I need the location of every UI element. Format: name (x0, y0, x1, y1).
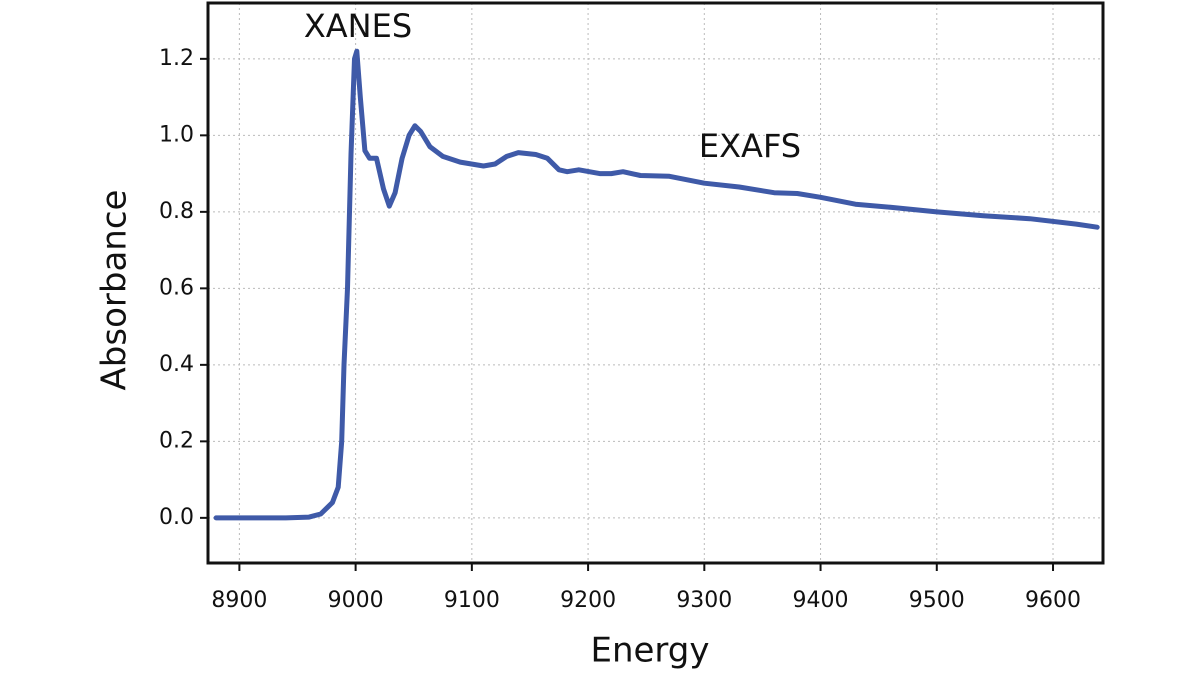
x-axis-label: Energy (590, 631, 709, 671)
y-axis-label: Absorbance (95, 190, 135, 391)
y-tick-label: 0.2 (159, 428, 194, 453)
y-tick-label: 1.0 (159, 122, 194, 147)
y-tick-label: 0.4 (159, 352, 194, 377)
y-tick-label: 1.2 (159, 46, 194, 71)
y-tick-label: 0.6 (159, 275, 194, 300)
annotation: XANES (304, 7, 412, 45)
x-tick-label: 9500 (909, 588, 965, 613)
x-tick-label: 8900 (211, 588, 267, 613)
y-tick-label: 0.0 (159, 505, 194, 530)
x-tick-label: 9400 (793, 588, 849, 613)
y-tick-label: 0.8 (159, 199, 194, 224)
x-tick-label: 9300 (676, 588, 732, 613)
annotation: EXAFS (699, 127, 801, 165)
data-line (213, 48, 1100, 521)
x-tick-label: 9600 (1025, 588, 1081, 613)
x-tick-label: 9100 (444, 588, 500, 613)
x-tick-label: 9200 (560, 588, 616, 613)
x-tick-label: 9000 (328, 588, 384, 613)
plot-frame (206, 1, 1105, 565)
